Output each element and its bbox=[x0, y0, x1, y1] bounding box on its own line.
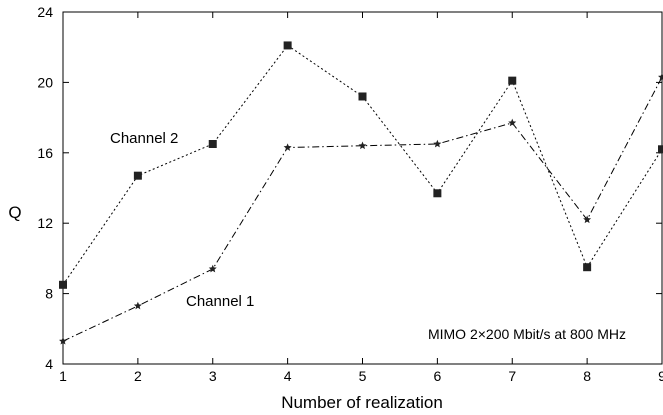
x-tick-label: 7 bbox=[508, 368, 516, 384]
x-tick-label: 9 bbox=[658, 368, 663, 384]
y-tick-label: 12 bbox=[37, 215, 53, 231]
y-tick-label: 16 bbox=[37, 145, 53, 161]
x-tick-label: 4 bbox=[284, 368, 292, 384]
x-tick-label: 1 bbox=[59, 368, 67, 384]
data-point-square bbox=[208, 140, 217, 148]
series-line-channel-1 bbox=[62, 76, 663, 342]
x-tick-label: 2 bbox=[134, 368, 142, 384]
data-point-square bbox=[433, 189, 442, 198]
series-label-channel-2: Channel 2 bbox=[110, 130, 178, 147]
series-label-channel-1: Channel 1 bbox=[186, 293, 254, 310]
data-point-square bbox=[59, 280, 67, 289]
y-tick-label: 20 bbox=[37, 74, 53, 90]
data-point-star bbox=[208, 264, 217, 273]
y-axis-title: Q bbox=[8, 203, 21, 222]
series-markers bbox=[59, 41, 663, 345]
annotation-note: MIMO 2×200 Mbit/s at 800 MHz bbox=[428, 326, 626, 342]
data-point-square bbox=[583, 263, 592, 272]
data-point-square bbox=[358, 92, 367, 101]
data-point-star bbox=[658, 72, 663, 81]
y-tick-label: 4 bbox=[45, 356, 53, 372]
plot-frame bbox=[62, 11, 663, 365]
data-point-square bbox=[658, 145, 663, 154]
x-tick-label: 5 bbox=[359, 368, 367, 384]
x-tick-label: 6 bbox=[433, 368, 441, 384]
data-point-star bbox=[583, 215, 592, 224]
plot-border bbox=[62, 11, 663, 365]
data-point-star bbox=[508, 118, 517, 127]
y-tick-label: 8 bbox=[45, 286, 53, 302]
data-point-star bbox=[433, 139, 442, 148]
series-lines bbox=[62, 44, 663, 342]
data-point-square bbox=[133, 171, 142, 180]
data-point-square bbox=[283, 41, 292, 50]
x-axis-title: Number of realization bbox=[281, 393, 443, 412]
data-point-star bbox=[283, 143, 292, 151]
y-tick-label: 24 bbox=[37, 4, 53, 20]
data-point-star bbox=[358, 141, 367, 150]
data-point-star bbox=[133, 301, 142, 310]
x-tick-label: 3 bbox=[209, 368, 217, 384]
data-point-square bbox=[508, 76, 517, 85]
series-line-channel-2 bbox=[62, 44, 663, 286]
data-point-star bbox=[59, 336, 67, 345]
x-tick-label: 8 bbox=[583, 368, 591, 384]
